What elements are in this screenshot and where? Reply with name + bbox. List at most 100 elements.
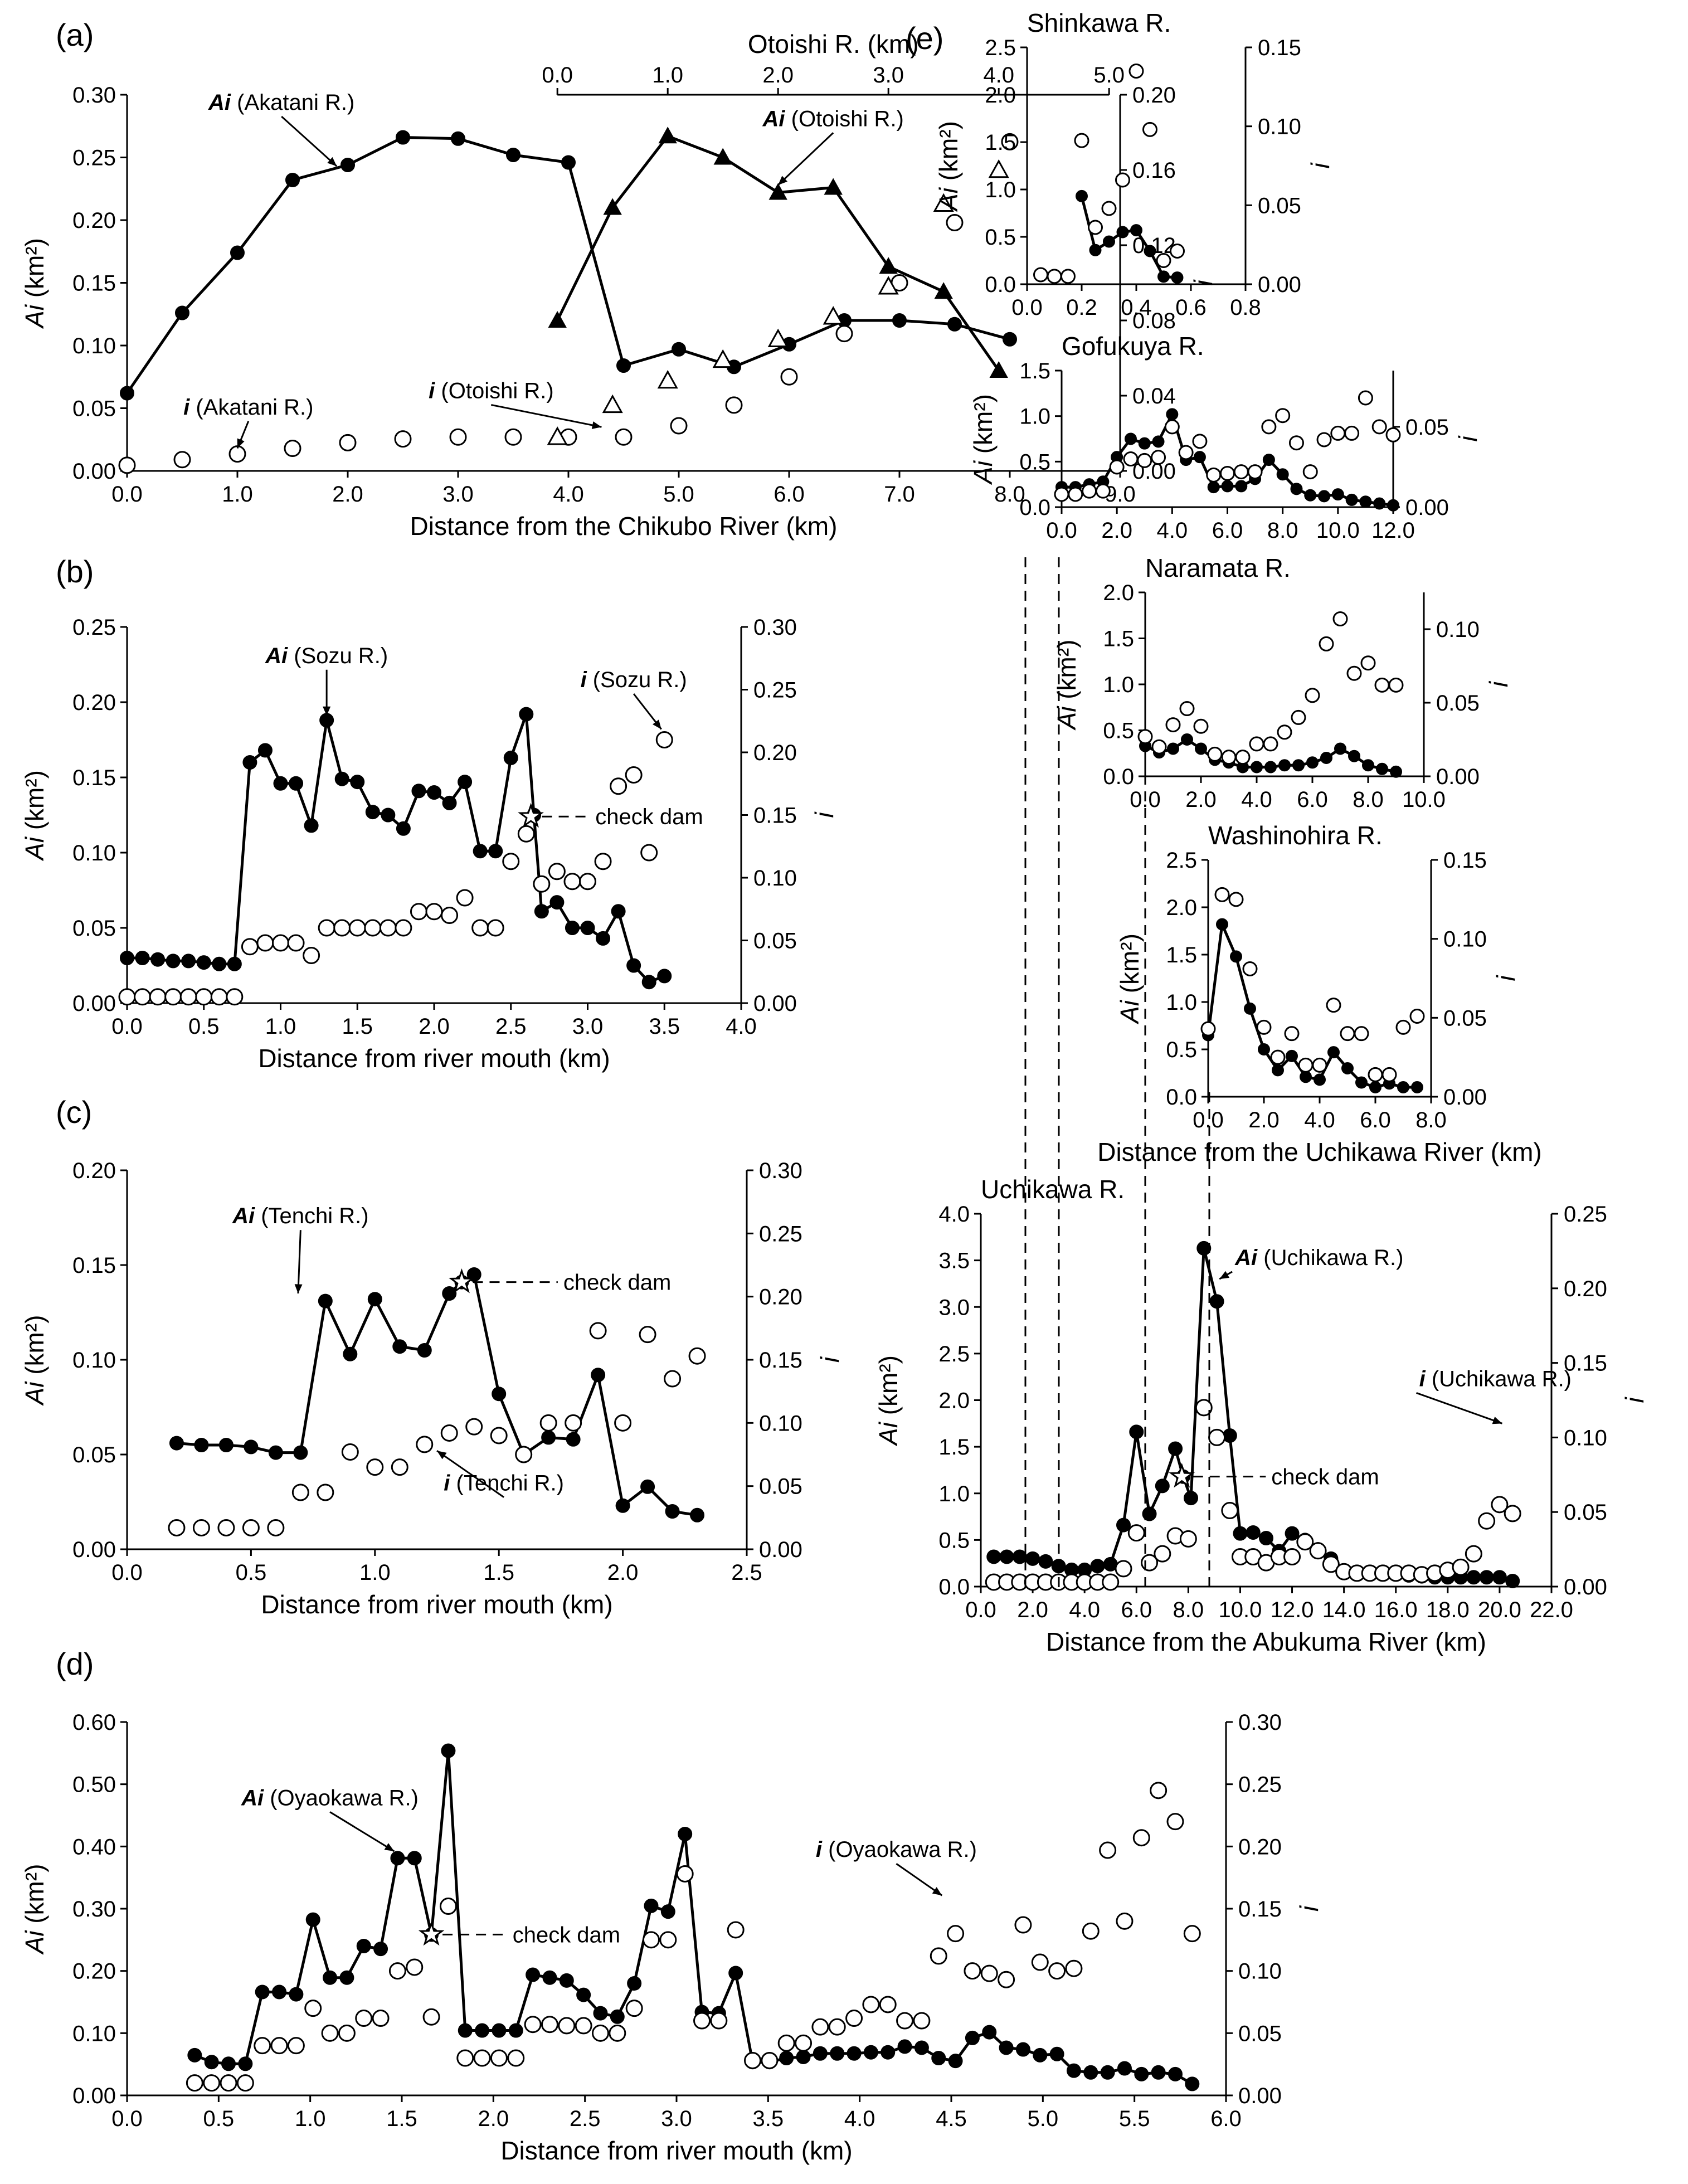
data-point: [1192, 434, 1208, 449]
data-point: [1001, 133, 1019, 150]
data-point: [796, 2049, 811, 2064]
data-point: [1151, 450, 1166, 465]
x-tick-label: 0.4: [1121, 295, 1152, 320]
y-axis-label-unit: (km²): [969, 394, 998, 461]
y2-axis-label: i: [1306, 162, 1335, 169]
panel-label: (b): [56, 554, 94, 589]
x-tick-label: 8.0: [1173, 1598, 1204, 1622]
data-point: [1314, 1073, 1326, 1086]
data-point: [767, 328, 789, 348]
data-point: [1185, 2076, 1200, 2091]
data-point: [728, 1966, 743, 1981]
y-axis-label-italic: Ai: [20, 304, 49, 329]
annotation-label: Ai (Tenchi R.): [232, 1204, 369, 1228]
x-tick-label: 4.0: [1241, 787, 1272, 812]
annotation-arrow: [281, 115, 338, 167]
data-point: [1117, 2061, 1132, 2076]
y-tick-label: 0.00: [72, 991, 116, 1016]
y-axis-label-unit: (km²): [20, 238, 49, 305]
data-point: [1348, 750, 1360, 762]
data-point: [1124, 432, 1137, 445]
data-point: [194, 1438, 209, 1452]
data-point: [1101, 201, 1117, 216]
data-point: [186, 2074, 203, 2092]
chart-d: 0.0 0.5 1.0 1.5 2.0 2.5 3.0 3.5 4.0 4.5 5.0 5.5 6.00…: [20, 1646, 1324, 2165]
annotation-arrow: [297, 1230, 301, 1294]
data-point: [391, 1458, 408, 1476]
data-point: [392, 1339, 407, 1354]
data-point: [221, 2056, 236, 2071]
data-point: [1359, 495, 1372, 508]
x-tick-label: 0.0: [965, 1598, 996, 1622]
data-point: [1142, 1506, 1157, 1521]
y-axis-label: Ai (km²): [20, 770, 49, 862]
series-line: [176, 1272, 698, 1517]
data-point: [658, 127, 677, 144]
y-tick-label: 0.20: [72, 1959, 116, 1984]
data-point: [847, 2046, 862, 2061]
data-point: [964, 1962, 981, 1980]
data-point: [218, 1438, 234, 1452]
chart-e-naramata: 0.0 2.0 4.0 6.0 8.0 10.00.00.51.01.52.00.000.…: [1052, 553, 1513, 812]
data-point: [1074, 133, 1089, 148]
data-point: [1368, 1067, 1383, 1082]
y2-tick-label: 0.10: [1238, 1959, 1282, 1984]
data-point: [390, 1851, 405, 1866]
y2-tick-label: 0.05: [1564, 1500, 1607, 1525]
data-point: [931, 2051, 946, 2065]
y-axis-label: Ai (km²): [874, 1355, 903, 1447]
data-point: [1230, 950, 1242, 963]
data-point: [1129, 1424, 1144, 1439]
data-point: [1168, 1441, 1183, 1456]
data-point: [676, 1865, 694, 1883]
data-point: [1331, 488, 1344, 501]
data-point: [507, 2049, 525, 2067]
y-tick-label: 4.0: [938, 1202, 970, 1227]
data-point: [118, 988, 136, 1006]
y-tick-label: 0.0: [938, 1575, 970, 1599]
data-point: [333, 919, 351, 937]
y2-tick-label: 0.00: [1443, 1085, 1487, 1110]
data-point: [998, 1971, 1015, 1988]
x-tick-label: 2.0: [419, 1014, 450, 1039]
annotation-label: i (Uchikawa R.): [1419, 1366, 1572, 1391]
data-point: [1157, 270, 1170, 283]
annotation-label: Ai (Sozu R.): [265, 644, 388, 668]
annotation-river: (Tenchi R.): [255, 1204, 369, 1228]
data-point: [665, 1504, 680, 1519]
data-point: [1235, 480, 1248, 493]
data-point: [1130, 224, 1142, 237]
data-point: [795, 2034, 813, 2052]
y2-tick-label: 0.20: [759, 1285, 802, 1310]
y2-tick-label: 0.20: [1238, 1835, 1282, 1859]
annotation-label: Ai (Uchikawa R.): [1234, 1246, 1403, 1270]
x-tick-label: 3.5: [649, 1014, 680, 1039]
annotation-arrowhead: [294, 1284, 303, 1293]
data-point: [1150, 1782, 1168, 1799]
data-point: [338, 2024, 356, 2042]
series-ai-akatani-r-: [120, 130, 1017, 401]
data-point: [878, 276, 899, 295]
series-ai-sozu-r-: [120, 707, 672, 990]
check-dam-star: [449, 1268, 475, 1293]
y2-axis-label: i: [1453, 435, 1482, 442]
y-tick-label: 0.20: [72, 208, 116, 233]
x-tick-label: 4.0: [726, 1014, 757, 1039]
data-point: [1354, 1026, 1369, 1042]
y-tick-label: 1.0: [1103, 673, 1134, 697]
x-axis-label: Distance from river mouth (km): [258, 1044, 610, 1073]
data-point: [988, 159, 1009, 178]
data-point: [1109, 459, 1125, 475]
y2-tick-label: 0.05: [753, 929, 797, 954]
y-tick-label: 2.0: [938, 1389, 970, 1413]
y2-tick-label: 0.25: [753, 678, 797, 703]
data-point: [1251, 761, 1263, 774]
y2-tick-label: 0.30: [1238, 1710, 1282, 1735]
y-tick-label: 0.00: [72, 459, 116, 484]
data-point: [304, 818, 319, 833]
y-tick-label: 0.40: [72, 1835, 116, 1859]
data-point: [341, 1443, 359, 1461]
data-point: [672, 342, 686, 357]
y2-tick-label: 0.25: [1238, 1773, 1282, 1797]
annotation-arrow: [777, 132, 834, 186]
